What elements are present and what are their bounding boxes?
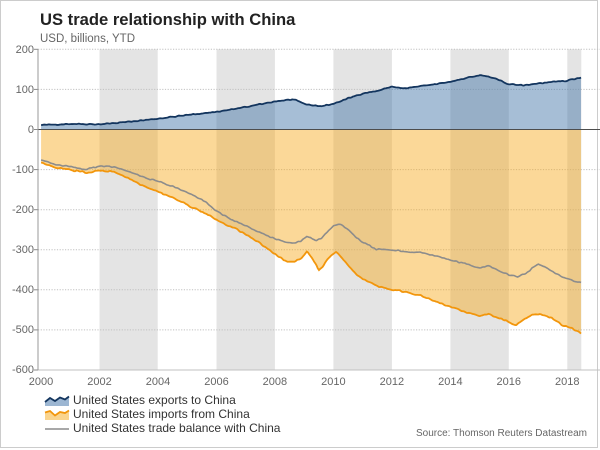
svg-text:-400: -400 bbox=[12, 284, 34, 296]
svg-text:2010: 2010 bbox=[321, 376, 345, 388]
svg-text:0: 0 bbox=[28, 124, 34, 136]
svg-text:2000: 2000 bbox=[29, 376, 53, 388]
svg-text:-600: -600 bbox=[12, 364, 34, 376]
svg-text:2018: 2018 bbox=[555, 376, 579, 388]
svg-text:2006: 2006 bbox=[204, 376, 228, 388]
svg-text:-200: -200 bbox=[12, 204, 34, 216]
svg-text:2004: 2004 bbox=[146, 376, 170, 388]
svg-text:2012: 2012 bbox=[380, 376, 404, 388]
svg-text:2002: 2002 bbox=[87, 376, 111, 388]
svg-text:200: 200 bbox=[16, 44, 34, 56]
svg-text:-500: -500 bbox=[12, 324, 34, 336]
svg-text:100: 100 bbox=[16, 84, 34, 96]
svg-text:-100: -100 bbox=[12, 164, 34, 176]
svg-text:-300: -300 bbox=[12, 244, 34, 256]
svg-text:2008: 2008 bbox=[263, 376, 287, 388]
svg-text:2016: 2016 bbox=[497, 376, 521, 388]
svg-text:2014: 2014 bbox=[438, 376, 462, 388]
